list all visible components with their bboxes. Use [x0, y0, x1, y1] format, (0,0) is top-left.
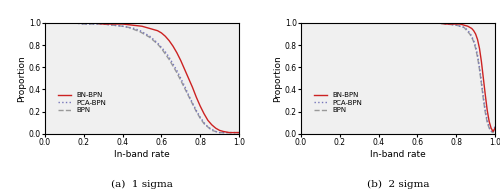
X-axis label: In-band rate: In-band rate — [370, 150, 426, 159]
Y-axis label: Proportion: Proportion — [273, 55, 282, 102]
Y-axis label: Proportion: Proportion — [17, 55, 26, 102]
Legend: BN-BPN, PCA-BPN, BPN: BN-BPN, PCA-BPN, BPN — [56, 90, 108, 116]
X-axis label: In-band rate: In-band rate — [114, 150, 170, 159]
Legend: BN-BPN, PCA-BPN, BPN: BN-BPN, PCA-BPN, BPN — [312, 90, 364, 116]
Text: (a)  1 sigma: (a) 1 sigma — [111, 180, 173, 189]
Text: (b)  2 sigma: (b) 2 sigma — [367, 180, 430, 189]
